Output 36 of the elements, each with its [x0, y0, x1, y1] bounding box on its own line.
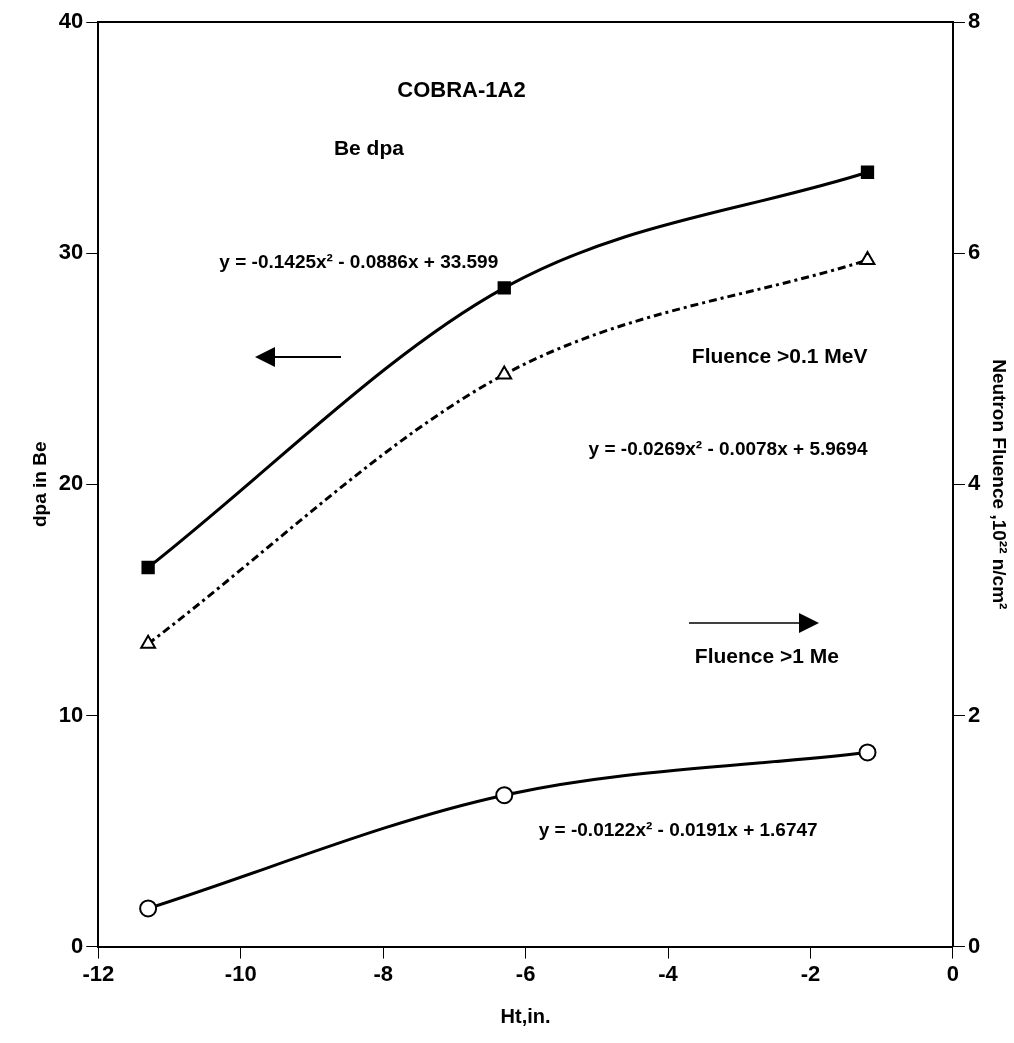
y-tick-label: 30 — [58, 239, 84, 265]
x-tick-label: -8 — [373, 960, 393, 986]
x-tick-label: 0 — [946, 960, 960, 986]
point — [139, 899, 158, 918]
y-tick-label: 40 — [58, 8, 84, 34]
point — [859, 251, 876, 266]
x-tick-label: -4 — [658, 960, 679, 986]
y2-tick-label: 0 — [967, 932, 981, 958]
point — [496, 365, 513, 380]
annotation: y = -0.0122x² - 0.0191x + 1.6747 — [538, 819, 818, 841]
point — [497, 281, 511, 295]
annotation: Fluence >0.1 MeV — [691, 343, 868, 367]
y2-axis-title: Neutron Fluence ,10²² n/cm² — [989, 359, 1011, 610]
x-tick-label: -10 — [224, 960, 257, 986]
y-tick-label: 10 — [58, 701, 84, 727]
annotation: y = -0.0269x² - 0.0078x + 5.9694 — [588, 437, 868, 459]
y2-tick-label: 6 — [967, 239, 981, 265]
y2-tick-label: 4 — [967, 470, 981, 496]
annotation: Fluence >1 Me — [694, 644, 840, 668]
point — [858, 743, 877, 762]
point — [140, 634, 157, 649]
y-tick-label: 20 — [58, 470, 84, 496]
x-axis-title: Ht,in. — [500, 1004, 551, 1027]
text: COBRA-1A2 — [397, 77, 526, 103]
y-axis-title: dpa in Be — [28, 441, 50, 528]
y2-tick-label: 2 — [967, 701, 981, 727]
x-tick-label: -12 — [82, 960, 115, 986]
annotation: Be dpa — [333, 135, 405, 159]
y-tick-label: 0 — [71, 932, 84, 958]
x-tick-label: -6 — [515, 960, 536, 986]
y2-tick-label: 8 — [967, 8, 981, 34]
x-tick-label: -2 — [800, 960, 821, 986]
annotation: y = -0.1425x² - 0.0886x + 33.599 — [219, 250, 499, 272]
point — [860, 165, 875, 179]
point — [495, 786, 514, 805]
point — [141, 560, 155, 575]
